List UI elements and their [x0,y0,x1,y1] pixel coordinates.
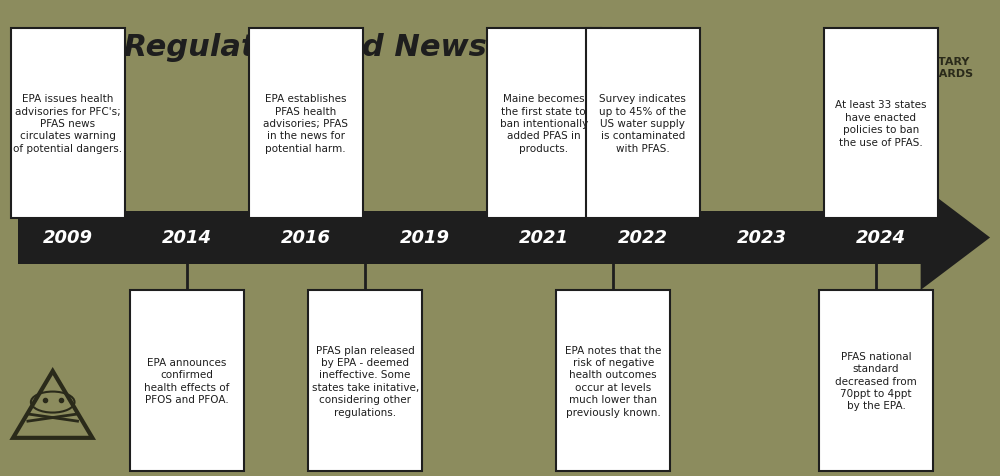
Text: PFAS national
standard
decreased from
70ppt to 4ppt
by the EPA.: PFAS national standard decreased from 70… [835,351,917,410]
FancyBboxPatch shape [11,29,125,219]
Text: 2016: 2016 [281,229,331,247]
FancyBboxPatch shape [586,29,700,219]
Text: EPA issues health
advisories for PFC's;
PFAS news
circulates warning
of potentia: EPA issues health advisories for PFC's; … [13,94,122,153]
FancyBboxPatch shape [130,290,244,471]
Text: EPA notes that the
risk of negative
health outcomes
occur at levels
much lower t: EPA notes that the risk of negative heal… [565,345,661,416]
FancyBboxPatch shape [556,290,670,471]
Text: Maine becomes
the first state to
ban intentionally
added PFAS in
products.: Maine becomes the first state to ban int… [500,94,588,153]
Text: PFAS Regulation and News Updates: PFAS Regulation and News Updates [28,33,640,62]
Text: 2024: 2024 [856,229,906,247]
Text: EPA establishes
PFAS health
advisories; PFAS
in the news for
potential harm.: EPA establishes PFAS health advisories; … [263,94,348,153]
Text: 2009: 2009 [43,229,93,247]
FancyBboxPatch shape [487,29,601,219]
Polygon shape [856,48,906,76]
FancyBboxPatch shape [18,212,921,264]
Text: 2014: 2014 [162,229,212,247]
Text: M
H: M H [920,57,931,79]
Text: 2023: 2023 [737,229,787,247]
Text: 2019: 2019 [400,229,450,247]
Text: At least 33 states
have enacted
policies to ban
the use of PFAS.: At least 33 states have enacted policies… [835,100,927,147]
FancyBboxPatch shape [308,290,422,471]
FancyBboxPatch shape [819,290,933,471]
Text: ILITARY
AZARDS: ILITARY AZARDS [923,57,974,79]
Text: 2022: 2022 [618,229,668,247]
FancyBboxPatch shape [824,29,938,219]
Text: 2021: 2021 [519,229,569,247]
Polygon shape [921,186,990,290]
Text: PFAS plan released
by EPA - deemed
ineffective. Some
states take initative,
cons: PFAS plan released by EPA - deemed ineff… [312,345,419,416]
Text: Survey indicates
up to 45% of the
US water supply
is contaminated
with PFAS.: Survey indicates up to 45% of the US wat… [599,94,686,153]
FancyBboxPatch shape [249,29,363,219]
Text: EPA announces
confirmed
health effects of
PFOS and PFOA.: EPA announces confirmed health effects o… [144,357,229,404]
